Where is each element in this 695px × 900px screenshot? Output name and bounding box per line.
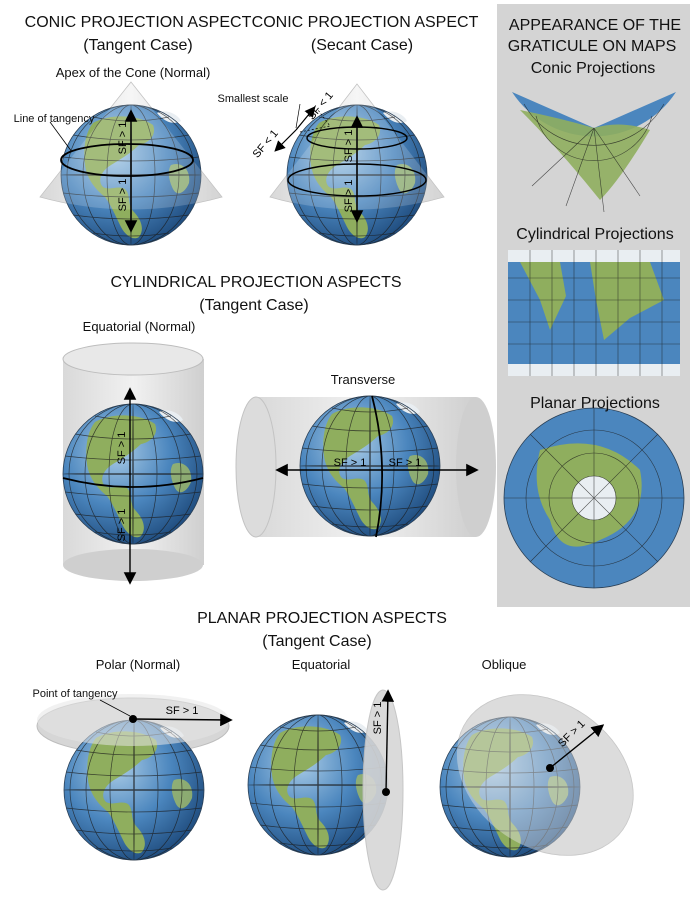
cylinder-equatorial-label: Equatorial (Normal) — [82, 319, 196, 334]
sf-label: SF > 1 — [343, 180, 355, 213]
sf-label: SF > 1 — [334, 457, 367, 469]
panel-cylindrical-label: Cylindrical Projections — [516, 226, 674, 243]
sf-label: SF > 1 — [117, 179, 129, 212]
sf-label: SF > 1 — [116, 432, 128, 465]
panel-title-line2: GRATICULE ON MAPS — [507, 38, 677, 55]
conic-secant-subtitle: (Secant Case) — [310, 37, 414, 54]
panel-title-line1: APPEARANCE OF THE — [508, 17, 682, 34]
planar-oblique-figure: SF > 1 — [439, 694, 634, 858]
cylinder-transverse-label: Transverse — [330, 372, 396, 387]
planar-equatorial-label: Equatorial — [291, 657, 351, 672]
sf-label: SF < 1 — [251, 128, 281, 161]
panel-planar-label: Planar Projections — [530, 395, 660, 412]
conic-tangent-figure: SF > 1 SF > 1 — [39, 81, 223, 246]
point-of-tangency-label: Point of tangency — [32, 688, 118, 700]
tangency-leader — [49, 121, 73, 153]
sf-label: SF > 1 — [116, 509, 128, 542]
planar-polar-figure: SF > 1 — [36, 694, 233, 861]
conic-secant-figure: SF < 1 SF < 1 SF > 1 SF > 1 — [251, 83, 445, 246]
apex-label: Apex of the Cone (Normal) — [55, 65, 211, 80]
sf-label: SF > 1 — [372, 702, 384, 735]
cylindrical-title: CYLINDRICAL PROJECTION ASPECTS — [110, 274, 402, 291]
conic-secant-title: CONIC PROJECTION ASPECT — [251, 14, 479, 31]
planar-polar-label: Polar (Normal) — [95, 657, 181, 672]
cylinder-transverse-figure: SF > 1 SF > 1 — [235, 395, 496, 538]
cylindrical-subtitle: (Tangent Case) — [199, 297, 309, 314]
sf-label: SF > 1 — [117, 122, 129, 155]
planar-equatorial-figure: SF > 1 — [247, 689, 404, 891]
planar-map-thumbnail — [503, 407, 685, 589]
conic-tangent-title: CONIC PROJECTION ASPECT — [24, 14, 252, 31]
planar-title: PLANAR PROJECTION ASPECTS — [197, 610, 447, 627]
sf-label: SF > 1 — [166, 705, 199, 717]
cylindrical-map-thumbnail — [508, 250, 680, 376]
panel-conic-label: Conic Projections — [530, 60, 656, 77]
line-of-tangency-label: Line of tangency — [13, 113, 95, 125]
line-of-tangency — [60, 143, 194, 177]
planar-subtitle: (Tangent Case) — [262, 633, 372, 650]
sf-label: SF > 1 — [389, 457, 422, 469]
cylinder-equatorial-figure: SF > 1 SF > 1 — [62, 342, 204, 585]
planar-oblique-label: Oblique — [481, 657, 527, 672]
smallest-scale-label: Smallest scale — [217, 93, 289, 105]
conic-tangent-subtitle: (Tangent Case) — [83, 37, 193, 54]
sf-label: SF > 1 — [343, 130, 355, 163]
conic-map-thumbnail — [512, 92, 676, 213]
